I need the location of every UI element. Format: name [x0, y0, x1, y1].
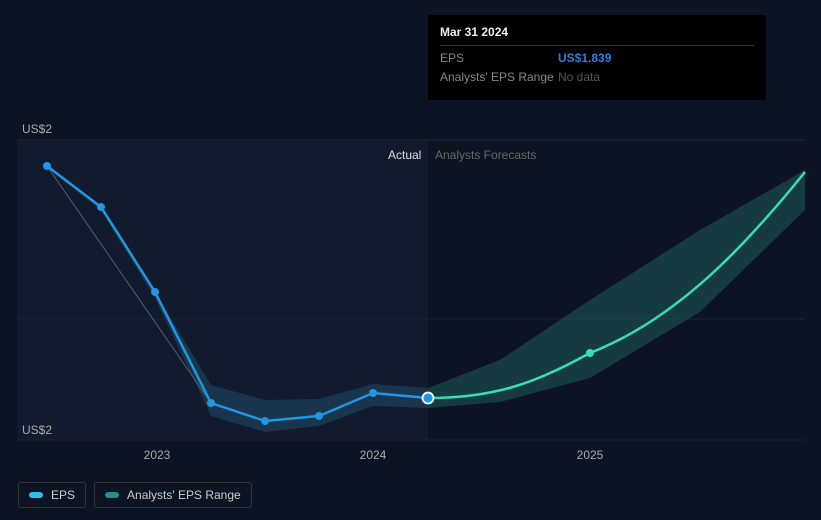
- tooltip-row: EPS US$1.839: [440, 46, 754, 65]
- legend-item-eps[interactable]: EPS: [18, 482, 86, 508]
- tooltip-row-value: No data: [558, 70, 600, 84]
- tooltip-date: Mar 31 2024: [440, 25, 754, 46]
- tooltip-row-label: EPS: [440, 51, 558, 65]
- x-tick-label: 2025: [577, 448, 604, 462]
- actual-section-label: Actual: [388, 148, 421, 162]
- legend-label: EPS: [51, 488, 75, 502]
- tooltip-row: Analysts' EPS Range No data: [440, 65, 754, 84]
- legend-swatch-icon: [105, 492, 119, 498]
- legend: EPS Analysts' EPS Range: [18, 482, 252, 508]
- forecast-section-label: Analysts Forecasts: [435, 148, 536, 162]
- y-tick-label: US$2: [22, 122, 52, 136]
- x-tick-label: 2024: [360, 448, 387, 462]
- hover-tooltip: Mar 31 2024 EPS US$1.839 Analysts' EPS R…: [428, 15, 766, 100]
- legend-label: Analysts' EPS Range: [127, 488, 241, 502]
- y-tick-label: US$2: [22, 423, 52, 437]
- legend-item-eps-range[interactable]: Analysts' EPS Range: [94, 482, 252, 508]
- x-tick-label: 2023: [144, 448, 171, 462]
- legend-swatch-icon: [29, 492, 43, 498]
- tooltip-row-label: Analysts' EPS Range: [440, 70, 558, 84]
- tooltip-row-value: US$1.839: [558, 51, 611, 65]
- eps-chart: US$2 US$2 Actual Analysts Forecasts 2023…: [0, 0, 821, 520]
